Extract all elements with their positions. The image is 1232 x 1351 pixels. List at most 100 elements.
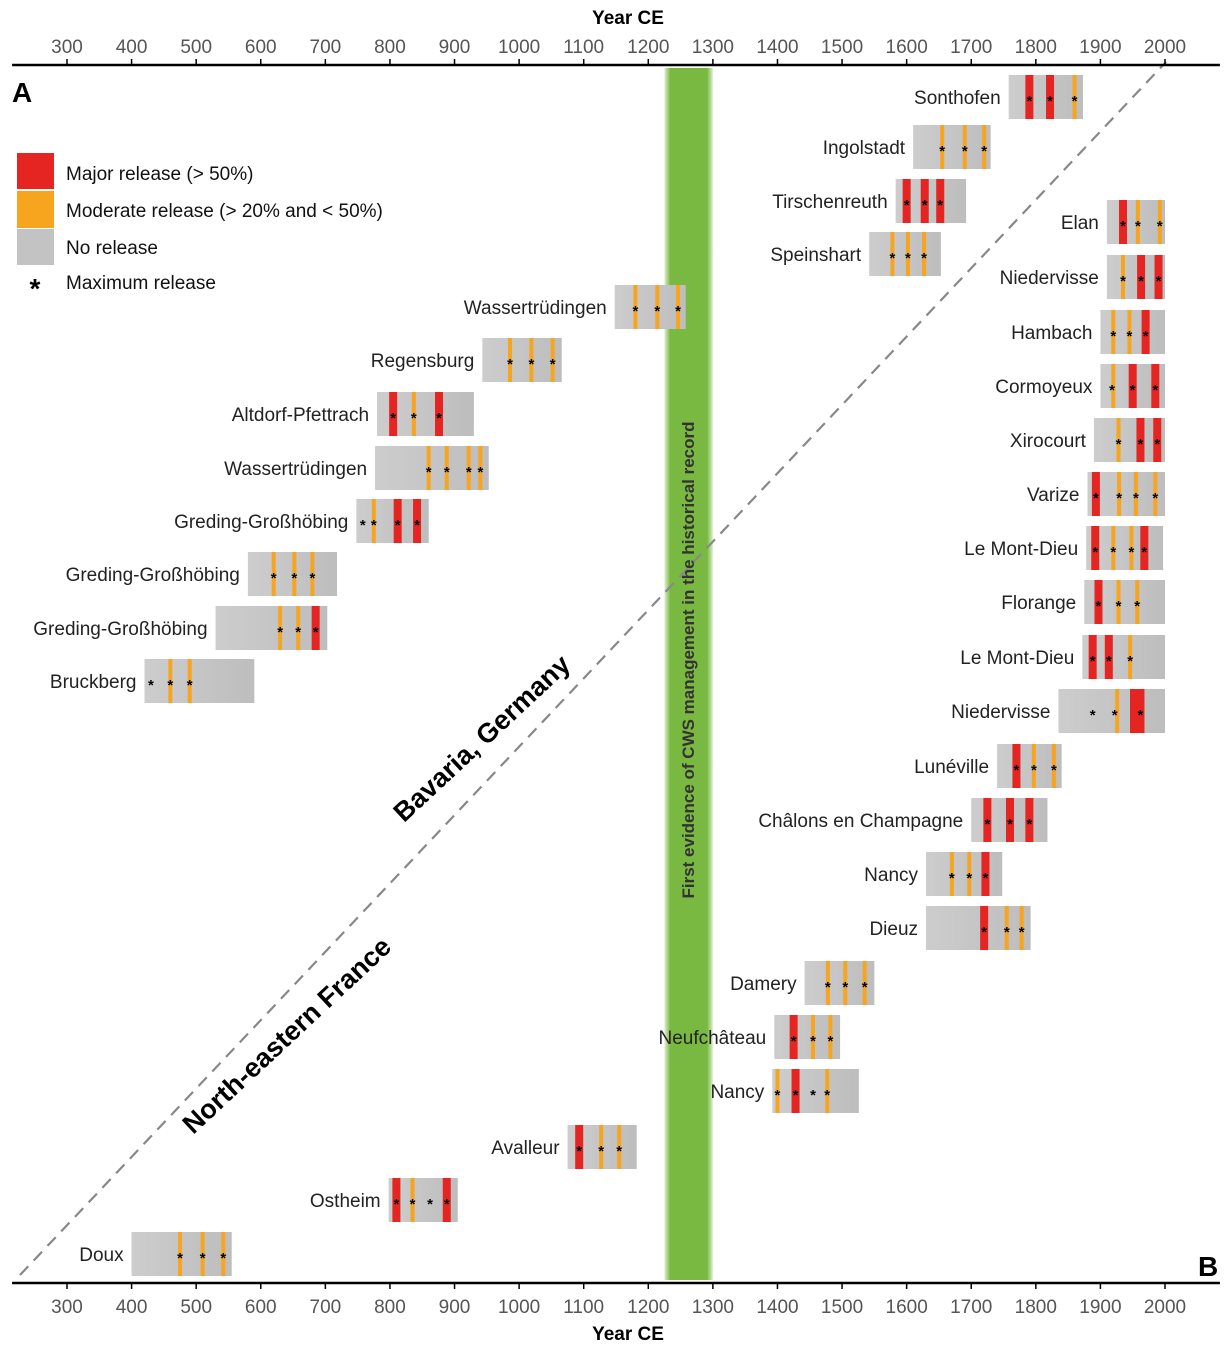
moderate-release-band [411, 392, 416, 436]
max-release-star: * [1092, 544, 1098, 561]
moderate-release-band [200, 1232, 205, 1276]
max-release-star: * [1116, 490, 1122, 507]
max-release-star: * [1106, 653, 1112, 670]
max-release-star: * [1127, 328, 1133, 345]
site-row: * * * Bruckberg [50, 659, 255, 703]
bottom-tick-label: 1000 [498, 1297, 540, 1318]
max-release-star: * [842, 979, 848, 996]
max-release-star: * [1130, 382, 1136, 399]
max-release-star: * [962, 143, 968, 160]
moderate-release-band [1111, 364, 1116, 408]
site-row: * * * Tirschenreuth [772, 179, 967, 223]
site-label: Nancy [710, 1082, 764, 1103]
moderate-release-band [508, 338, 513, 382]
bottom-tick-label: 1300 [692, 1297, 734, 1318]
max-release-star: * [393, 1196, 399, 1213]
site-label: Damery [730, 974, 797, 995]
moderate-release-band [1031, 744, 1036, 788]
site-label: Tirschenreuth [772, 192, 887, 213]
region-divider-line [19, 61, 1167, 1276]
max-release-star: * [1093, 490, 1099, 507]
moderate-release-band [1116, 580, 1121, 624]
max-release-star: * [177, 1250, 183, 1267]
moderate-release-band [296, 606, 301, 650]
site-row: * * * Greding-Großhöbing [33, 606, 328, 650]
max-release-star: * [371, 517, 377, 534]
site-label: Lunéville [914, 757, 989, 778]
site-row: * * * Le Mont-Dieu [960, 635, 1165, 679]
legend: * Major release (> 50%) Moderate release… [17, 153, 383, 304]
major-release-band [1153, 418, 1162, 462]
bottom-tick-label: 300 [51, 1297, 83, 1318]
max-release-star: * [1143, 328, 1149, 345]
moderate-release-band [905, 232, 910, 276]
site-label: Bruckberg [50, 672, 137, 693]
legend-label-moderate: Moderate release (> 20% and < 50%) [66, 201, 383, 222]
major-release-band [1025, 75, 1034, 119]
top-tick-label: 600 [245, 37, 277, 58]
legend-swatch-major [17, 153, 54, 189]
top-tick-label: 1100 [563, 37, 604, 58]
bottom-axis: Year CE 300 400 500 600 700 800 900 1000 1100 120… [12, 1281, 1220, 1345]
max-release-star: * [1014, 762, 1020, 779]
site-row: * * * Neufchâteau [658, 1015, 841, 1059]
site-row: * * * * Le Mont-Dieu [964, 526, 1164, 570]
site-record-bar [614, 285, 686, 329]
max-release-star: * [411, 410, 417, 427]
major-release-band [575, 1125, 584, 1169]
moderate-release-band [1129, 526, 1134, 570]
site-row: * * * Dieuz [869, 906, 1031, 950]
site-record-bar [997, 744, 1062, 788]
bottom-tick-label: 900 [439, 1297, 471, 1318]
bottom-axis-title: Year CE [592, 1324, 664, 1345]
site-row: * * * Lunéville [914, 744, 1062, 788]
site-row: * * * * Nancy [710, 1069, 859, 1113]
max-release-star: * [167, 677, 173, 694]
site-row: * * * Elan [1061, 200, 1165, 244]
bottom-tick-label: 1500 [821, 1297, 863, 1318]
top-tick-label: 2000 [1144, 37, 1186, 58]
site-row: * * * Châlons en Champagne [758, 798, 1048, 842]
site-record-bar [1100, 310, 1165, 354]
moderate-release-band [221, 1232, 226, 1276]
top-tick-label: 500 [180, 37, 212, 58]
site-row: * * * * Greding-Großhöbing [174, 499, 429, 543]
max-release-star: * [200, 1250, 206, 1267]
site-row: * * * Regensburg [371, 338, 562, 382]
major-release-band [1094, 580, 1103, 624]
max-release-star: * [1127, 653, 1133, 670]
top-tick-label: 700 [310, 37, 342, 58]
moderate-release-band [410, 1178, 415, 1222]
max-release-star: * [427, 1196, 433, 1213]
max-release-star: * [1090, 653, 1096, 670]
bottom-tick-label: 400 [116, 1297, 148, 1318]
top-tick-label: 1600 [886, 37, 928, 58]
moderate-release-band [940, 125, 945, 169]
max-release-star: * [890, 250, 896, 267]
max-release-star: * [949, 870, 955, 887]
site-label: Xirocourt [1010, 431, 1087, 452]
max-release-star: * [1135, 218, 1141, 235]
major-release-band [392, 1178, 401, 1222]
site-row: * * * Niedervisse [1000, 255, 1165, 299]
max-release-star: * [983, 870, 989, 887]
moderate-release-band [676, 285, 681, 329]
site-row: * * * Florange [1001, 580, 1165, 624]
site-row: * * * Wassertrüdingen [464, 285, 686, 329]
moderate-release-band [825, 1069, 830, 1113]
moderate-release-band [478, 446, 483, 490]
major-release-band [1046, 75, 1055, 119]
site-label: Hambach [1011, 323, 1092, 344]
max-release-star: * [271, 570, 277, 587]
major-release-band [389, 392, 398, 436]
major-release-band [1136, 418, 1145, 462]
max-release-star: * [981, 143, 987, 160]
moderate-release-band [967, 852, 972, 896]
site-label: Ingolstadt [823, 138, 906, 159]
max-release-star: * [477, 464, 483, 481]
site-record-bar [1087, 472, 1165, 516]
major-release-band [1119, 200, 1128, 244]
site-record-bar [913, 125, 991, 169]
site-record-bar [375, 446, 489, 490]
